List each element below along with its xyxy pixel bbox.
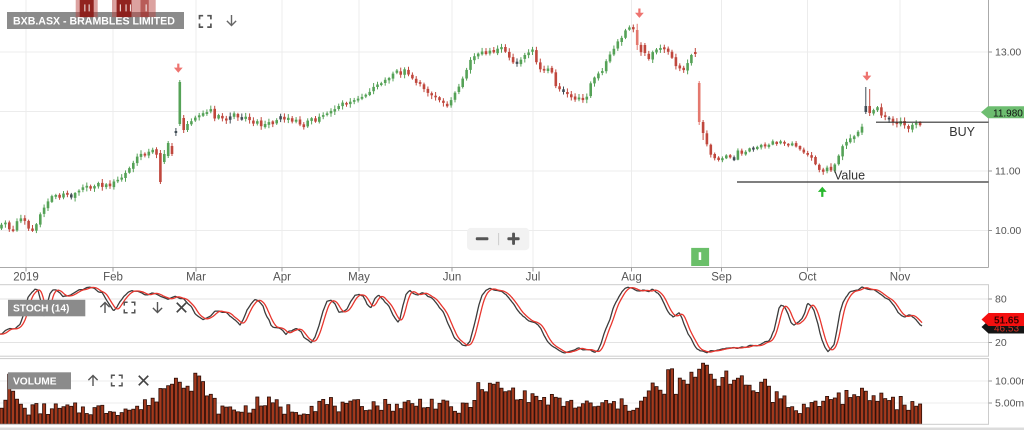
svg-text:20: 20 [995, 337, 1007, 349]
svg-text:BXB.ASX - BRAMBLES LIMITED: BXB.ASX - BRAMBLES LIMITED [13, 15, 175, 27]
svg-text:5.00m: 5.00m [995, 398, 1024, 410]
svg-text:Feb: Feb [103, 272, 123, 284]
svg-text:Value: Value [834, 169, 865, 183]
svg-text:STOCH (14): STOCH (14) [13, 304, 69, 315]
svg-text:Aug: Aug [621, 272, 641, 284]
svg-text:Oct: Oct [799, 272, 818, 284]
svg-text:Jun: Jun [443, 272, 462, 284]
svg-text:May: May [348, 272, 370, 284]
svg-text:BUY: BUY [949, 125, 975, 139]
svg-text:80: 80 [995, 294, 1007, 306]
svg-text:Mar: Mar [186, 272, 206, 284]
svg-text:Nov: Nov [890, 272, 911, 284]
svg-text:VOLUME: VOLUME [13, 377, 57, 388]
svg-text:46.53: 46.53 [994, 324, 1019, 335]
svg-text:Sep: Sep [711, 272, 731, 284]
svg-text:10.00: 10.00 [995, 225, 1021, 237]
svg-text:Jul: Jul [526, 272, 541, 284]
svg-text:13.00: 13.00 [995, 47, 1021, 59]
svg-text:51.65: 51.65 [994, 316, 1019, 327]
svg-text:10.00m: 10.00m [995, 376, 1024, 388]
svg-text:11.980: 11.980 [993, 108, 1023, 119]
svg-text:Apr: Apr [273, 272, 291, 284]
svg-text:11.00: 11.00 [995, 166, 1021, 178]
svg-text:2019: 2019 [13, 272, 39, 284]
